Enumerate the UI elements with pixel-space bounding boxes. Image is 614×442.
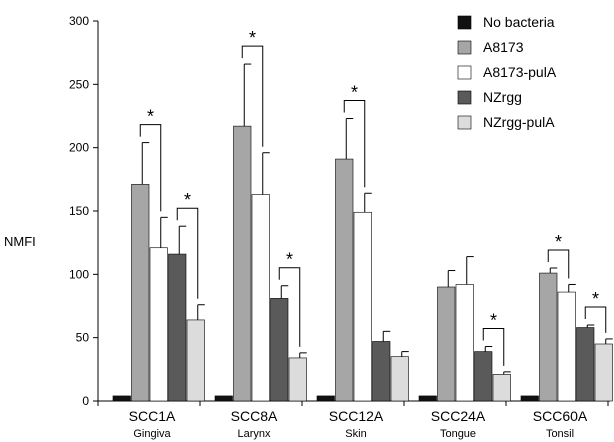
legend-label: NZrgg	[483, 89, 522, 105]
bar	[251, 194, 270, 402]
bar	[186, 319, 205, 402]
legend-label: No bacteria	[483, 14, 555, 30]
significance-star: *	[147, 107, 154, 127]
bar	[372, 341, 391, 402]
y-tick-label: 250	[69, 77, 89, 91]
significance-star: *	[351, 83, 358, 103]
bar	[233, 125, 252, 402]
bar	[335, 158, 354, 402]
significance-bracket	[584, 306, 607, 333]
bar	[557, 291, 576, 402]
significance-bracket	[482, 328, 505, 366]
legend: No bacteria A8173 A8173-pulA NZrgg NZrgg-pul…	[457, 14, 557, 130]
subcategory-label: Skin	[345, 428, 366, 440]
category-label: SCC60A	[533, 408, 588, 424]
y-tick-label: 0	[82, 394, 89, 408]
significance-brackets: * * * * * * * *	[139, 28, 607, 366]
y-tick-label: 50	[76, 331, 90, 345]
bar	[214, 395, 233, 402]
bar	[390, 356, 409, 402]
legend-swatch	[457, 15, 472, 30]
legend-swatch	[457, 40, 472, 55]
y-tick-label: 150	[69, 204, 89, 218]
significance-star: *	[286, 250, 293, 270]
significance-star: *	[592, 289, 599, 309]
legend-label: NZrgg-pulA	[483, 114, 555, 130]
bar	[168, 253, 187, 402]
legend-label: A8173	[483, 39, 524, 55]
bar	[492, 374, 511, 402]
significance-star: *	[184, 190, 191, 210]
bar	[353, 211, 372, 402]
y-tick-label: 200	[69, 141, 89, 155]
significance-star: *	[249, 28, 256, 48]
y-tick-label: 100	[69, 267, 89, 281]
legend-swatch	[457, 65, 472, 80]
significance-bracket	[176, 207, 199, 299]
bar	[270, 298, 289, 402]
category-label: SCC1A	[129, 408, 176, 424]
significance-bracket	[139, 124, 162, 212]
category-label: SCC24A	[431, 408, 486, 424]
bar	[539, 272, 558, 402]
axes: 0 50 100 150 200 250 300 SCC1A Gingiva SCC8A Laryn…	[69, 14, 610, 440]
category-label: SCC8A	[231, 408, 278, 424]
subcategory-label: Tonsil	[546, 428, 574, 440]
bars	[112, 63, 613, 402]
bar	[474, 351, 493, 402]
subcategory-label: Tongue	[440, 428, 476, 440]
significance-bracket	[547, 249, 570, 279]
significance-star: *	[490, 311, 497, 331]
category-label: SCC12A	[329, 408, 384, 424]
bar	[288, 357, 307, 402]
significance-star: *	[555, 232, 562, 252]
y-axis-label: NMFI	[4, 234, 36, 249]
subcategory-label: Gingiva	[133, 428, 171, 440]
bar	[316, 395, 335, 402]
legend-swatch	[457, 90, 472, 105]
bar	[131, 184, 150, 402]
legend-label: A8173-pulA	[483, 64, 557, 80]
subcategory-label: Larynx	[237, 428, 271, 440]
legend-swatch	[457, 115, 472, 130]
significance-bracket	[343, 100, 366, 188]
significance-bracket	[241, 45, 264, 147]
bar	[149, 247, 168, 402]
bar	[455, 284, 474, 402]
y-tick-label: 300	[69, 14, 89, 28]
bar	[576, 327, 595, 402]
significance-bracket	[278, 267, 301, 347]
bar	[418, 395, 437, 402]
bar	[520, 395, 539, 402]
bar	[437, 286, 456, 402]
bar	[594, 343, 613, 402]
bar	[112, 395, 131, 402]
